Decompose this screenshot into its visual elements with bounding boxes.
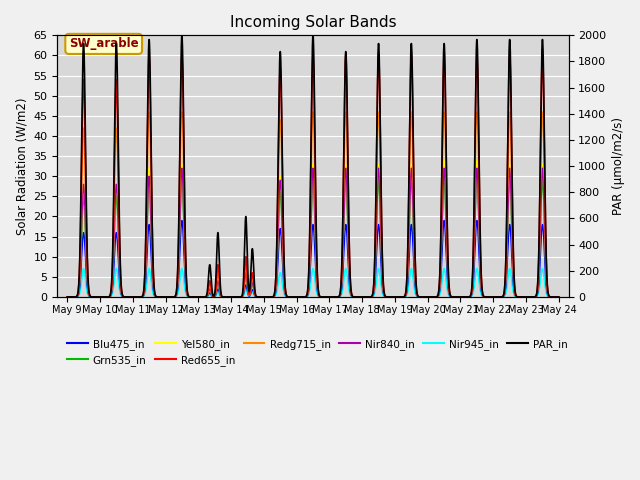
Legend: Blu475_in, Grn535_in, Yel580_in, Red655_in, Redg715_in, Nir840_in, Nir945_in, PA: Blu475_in, Grn535_in, Yel580_in, Red655_… xyxy=(63,335,572,370)
Text: SW_arable: SW_arable xyxy=(69,37,138,50)
Y-axis label: Solar Radiation (W/m2): Solar Radiation (W/m2) xyxy=(15,97,28,235)
Y-axis label: PAR (μmol/m2/s): PAR (μmol/m2/s) xyxy=(612,117,625,215)
Title: Incoming Solar Bands: Incoming Solar Bands xyxy=(230,15,396,30)
